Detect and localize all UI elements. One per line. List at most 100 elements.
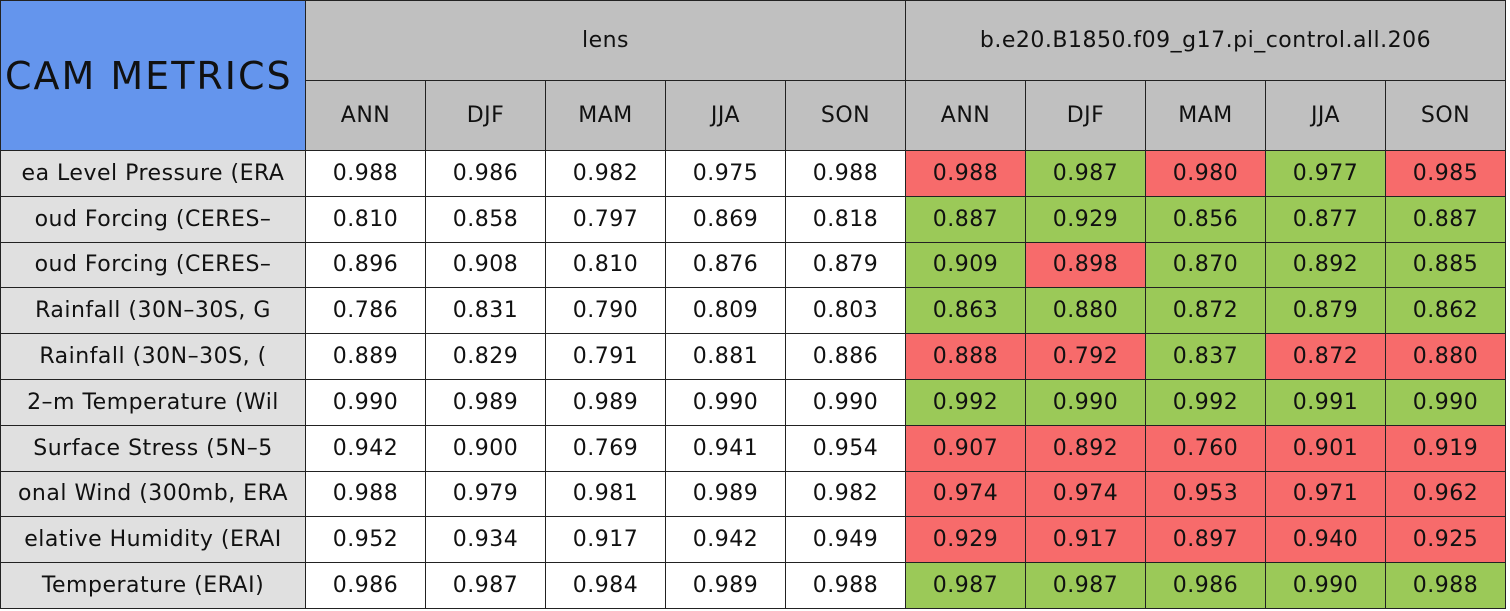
metric-cell: 0.786 <box>305 287 426 335</box>
season-header: JJA <box>665 80 786 151</box>
row-label: Surface Stress (5N–5 <box>0 424 306 472</box>
season-header: JJA <box>1265 80 1387 151</box>
data-row: onal Wind (300mb, ERA 0.988 0.979 0.981 0.98… <box>0 470 1507 518</box>
metric-cell: 0.987 <box>425 562 546 609</box>
metric-cell: 0.949 <box>784 516 907 564</box>
metric-cell: 0.982 <box>545 150 666 197</box>
metric-cell: 0.837 <box>1145 333 1267 380</box>
metric-cell: 0.896 <box>305 241 426 289</box>
metric-cell: 0.792 <box>1025 333 1147 380</box>
metric-cell: 0.856 <box>1145 195 1267 243</box>
metric-cell: 0.929 <box>905 516 1027 564</box>
season-header: MAM <box>1145 80 1267 151</box>
data-row: Rainfall (30N–30S, (0.889 0.829 0.791 0.881… <box>0 333 1507 380</box>
metric-cell: 0.986 <box>425 150 546 197</box>
metric-cell: 0.879 <box>1265 287 1387 335</box>
metric-cell: 0.900 <box>425 424 546 472</box>
metric-cell: 0.809 <box>665 287 786 335</box>
metric-cell: 0.979 <box>425 470 546 518</box>
metric-cell: 0.917 <box>545 516 666 564</box>
metric-cell: 0.987 <box>905 562 1027 609</box>
row-label: Rainfall (30N–30S, ( <box>0 333 306 380</box>
season-header: SON <box>784 80 907 151</box>
data-row: ea Level Pressure (ERA 0.988 0.986 0.982 0.9… <box>0 150 1507 197</box>
metric-cell: 0.892 <box>1025 424 1147 472</box>
data-row: 2–m Temperature (Wil 0.990 0.989 0.989 0.990… <box>0 378 1507 426</box>
data-row: elative Humidity (ERAI 0.952 0.934 0.917 0.9… <box>0 516 1507 564</box>
metric-cell: 0.810 <box>305 195 426 243</box>
season-header: ANN <box>305 80 426 151</box>
metric-cell: 0.885 <box>1385 241 1507 289</box>
data-row: Temperature (ERAI) 0.986 0.987 0.984 0.989 0.… <box>0 562 1507 609</box>
data-row: Surface Stress (5N–5 0.942 0.900 0.769 0.941… <box>0 424 1507 472</box>
row-label: elative Humidity (ERAI <box>0 516 306 564</box>
metric-cell: 0.908 <box>425 241 546 289</box>
metric-cell: 0.869 <box>665 195 786 243</box>
metric-cell: 0.877 <box>1265 195 1387 243</box>
corner-title: CAM METRICS <box>0 0 306 151</box>
season-header: MAM <box>545 80 666 151</box>
metric-cell: 0.989 <box>665 470 786 518</box>
metric-cell: 0.919 <box>1385 424 1507 472</box>
metric-cell: 0.989 <box>425 378 546 426</box>
metric-cell: 0.962 <box>1385 470 1507 518</box>
metric-cell: 0.985 <box>1385 150 1507 197</box>
row-label: 2–m Temperature (Wil <box>0 378 306 426</box>
metric-cell: 0.986 <box>305 562 426 609</box>
metric-cell: 0.917 <box>1025 516 1147 564</box>
data-row: oud Forcing (CERES– 0.810 0.858 0.797 0.869 0… <box>0 195 1507 243</box>
metric-cell: 0.769 <box>545 424 666 472</box>
metric-cell: 0.887 <box>905 195 1027 243</box>
metric-cell: 0.990 <box>665 378 786 426</box>
metric-cell: 0.940 <box>1265 516 1387 564</box>
metric-cell: 0.982 <box>784 470 907 518</box>
row-label: oud Forcing (CERES– <box>0 195 306 243</box>
metric-cell: 0.760 <box>1145 424 1267 472</box>
metric-cell: 0.791 <box>545 333 666 380</box>
data-row: oud Forcing (CERES– 0.896 0.908 0.810 0.876 0… <box>0 241 1507 289</box>
metric-cell: 0.988 <box>905 150 1027 197</box>
header-row: CAM METRICS lens b.e20.B1850.f09_g17.pi_… <box>0 0 1507 151</box>
metric-cell: 0.988 <box>305 470 426 518</box>
metric-cell: 0.934 <box>425 516 546 564</box>
metric-cell: 0.953 <box>1145 470 1267 518</box>
metric-cell: 0.974 <box>905 470 1027 518</box>
metric-cell: 0.941 <box>665 424 786 472</box>
metric-cell: 0.986 <box>1145 562 1267 609</box>
metric-cell: 0.803 <box>784 287 907 335</box>
metric-cell: 0.872 <box>1145 287 1267 335</box>
season-header: ANN <box>905 80 1027 151</box>
metric-cell: 0.925 <box>1385 516 1507 564</box>
metric-cell: 0.990 <box>305 378 426 426</box>
season-header: DJF <box>425 80 546 151</box>
season-header: SON <box>1385 80 1507 151</box>
metric-cell: 0.990 <box>784 378 907 426</box>
metric-cell: 0.831 <box>425 287 546 335</box>
metric-cell: 0.988 <box>784 150 907 197</box>
metric-cell: 0.907 <box>905 424 1027 472</box>
metric-cell: 0.989 <box>545 378 666 426</box>
metric-cell: 0.977 <box>1265 150 1387 197</box>
metric-cell: 0.981 <box>545 470 666 518</box>
metric-cell: 0.901 <box>1265 424 1387 472</box>
metric-cell: 0.881 <box>665 333 786 380</box>
metric-cell: 0.863 <box>905 287 1027 335</box>
metric-cell: 0.952 <box>305 516 426 564</box>
metric-cell: 0.880 <box>1385 333 1507 380</box>
metric-cell: 0.829 <box>425 333 546 380</box>
metric-cell: 0.810 <box>545 241 666 289</box>
metric-cell: 0.987 <box>1025 562 1147 609</box>
row-label: Rainfall (30N–30S, G <box>0 287 306 335</box>
metric-cell: 0.991 <box>1265 378 1387 426</box>
metric-cell: 0.971 <box>1265 470 1387 518</box>
metric-cell: 0.988 <box>305 150 426 197</box>
metric-cell: 0.909 <box>905 241 1027 289</box>
metric-cell: 0.879 <box>784 241 907 289</box>
row-label: ea Level Pressure (ERA <box>0 150 306 197</box>
metric-cell: 0.990 <box>1265 562 1387 609</box>
metric-cell: 0.980 <box>1145 150 1267 197</box>
metric-cell: 0.887 <box>1385 195 1507 243</box>
metric-cell: 0.988 <box>784 562 907 609</box>
